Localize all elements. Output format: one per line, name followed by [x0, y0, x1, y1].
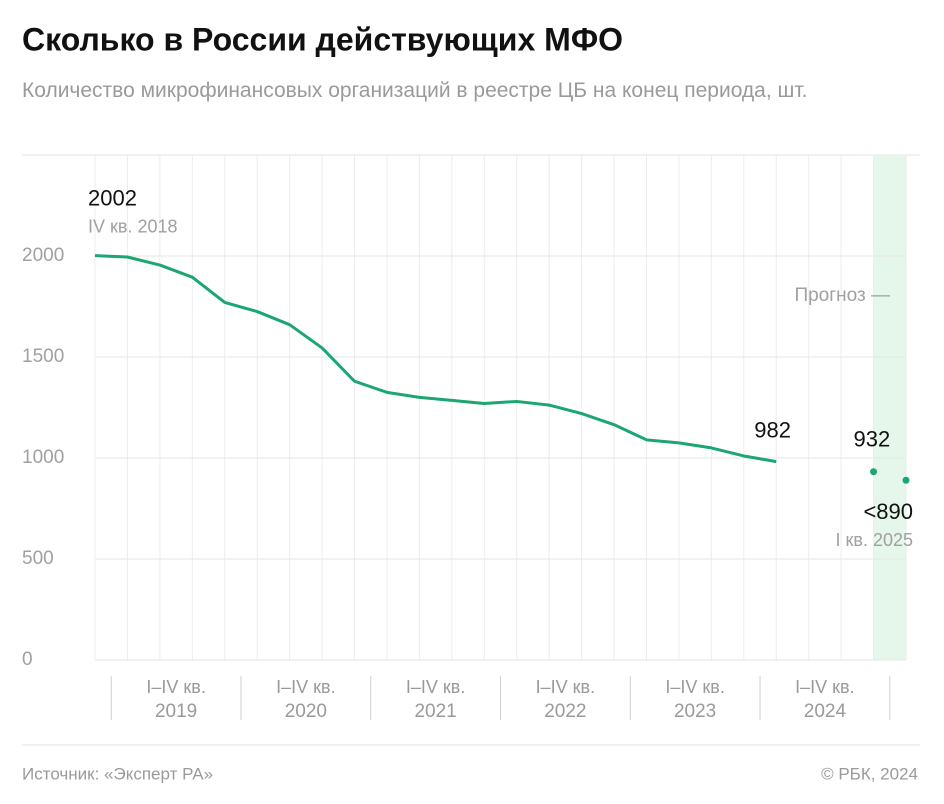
x-group-label: I–IV кв.	[276, 677, 335, 697]
forecast-point	[870, 468, 878, 476]
x-group-year: 2020	[285, 701, 327, 722]
annotation: Прогноз —	[794, 285, 890, 306]
data-label: 982	[754, 417, 791, 442]
y-tick-label: 2000	[22, 245, 64, 266]
x-group-year: 2024	[804, 701, 847, 722]
data-label: 2002	[88, 185, 137, 210]
y-tick-label: 1000	[22, 447, 64, 468]
y-tick-label: 500	[22, 548, 54, 569]
x-group-year: 2023	[674, 701, 716, 722]
x-group-label: I–IV кв.	[536, 677, 595, 697]
subtitle-box: Количество микрофинансовых организаций в…	[22, 79, 808, 102]
x-group-label: I–IV кв.	[406, 677, 465, 697]
copyright: © РБК, 2024	[821, 764, 918, 783]
annotation: I кв. 2025	[836, 530, 913, 550]
x-group-label: I–IV кв.	[665, 677, 724, 697]
x-group-year: 2022	[544, 701, 586, 722]
forecast-point	[902, 476, 910, 484]
y-tick-label: 1500	[22, 346, 64, 367]
source: Источник: «Эксперт РА»	[22, 764, 213, 783]
x-group-year: 2021	[414, 701, 456, 722]
x-group-year: 2019	[155, 701, 197, 722]
annotation: IV кв. 2018	[88, 216, 178, 236]
data-label: <890	[863, 499, 913, 524]
x-group-label: I–IV кв.	[146, 677, 205, 697]
chart-title: Сколько в России действующих МФО	[22, 21, 623, 57]
line	[94, 254, 777, 464]
y-tick-label: 0	[22, 649, 33, 670]
x-group-label: I–IV кв.	[795, 677, 854, 697]
chart-subtitle: Количество микрофинансовых организаций в…	[22, 79, 808, 102]
data-label: 932	[854, 427, 891, 452]
forecast-band	[873, 155, 906, 660]
